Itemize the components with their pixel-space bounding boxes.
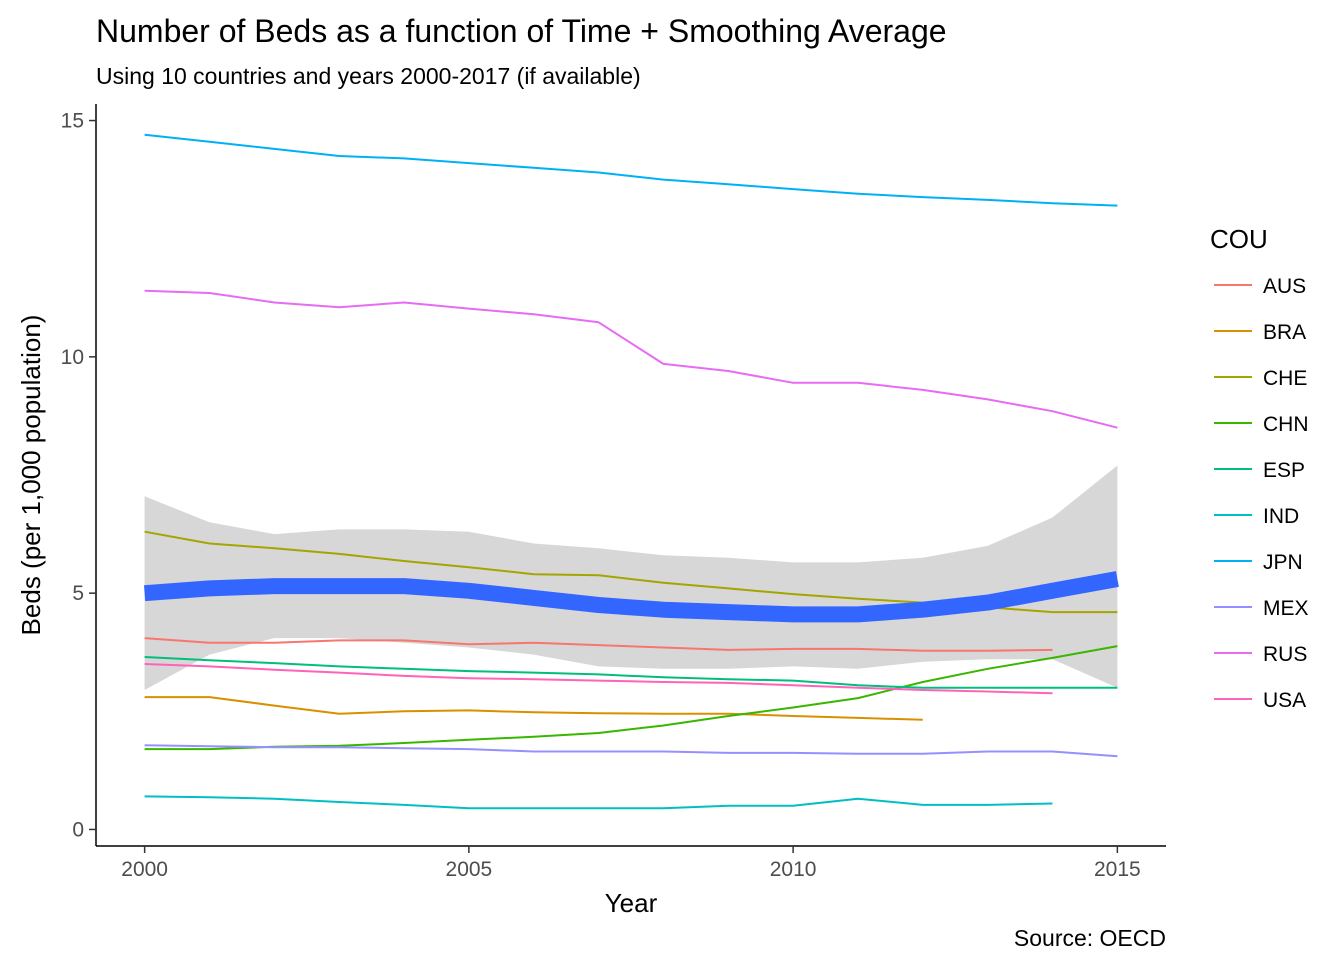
y-tick-label: 10 (61, 346, 84, 369)
legend-label: MEX (1263, 597, 1309, 620)
chart-caption: Source: OECD (1014, 925, 1166, 951)
legend-label: USA (1263, 689, 1306, 712)
legend-item-rus: RUS (1214, 643, 1307, 666)
legend-label: CHE (1263, 367, 1307, 390)
legend-item-che: CHE (1214, 367, 1307, 390)
legend-label: ESP (1263, 459, 1305, 482)
legend-label: AUS (1263, 275, 1306, 298)
x-axis-title: Year (605, 888, 658, 918)
legend-title: COU (1210, 224, 1268, 254)
series-line-usa (144, 663, 1053, 695)
series-layer (144, 133, 1118, 810)
x-tick-label: 2010 (770, 858, 817, 881)
legend-item-chn: CHN (1214, 413, 1309, 436)
legend-item-ind: IND (1214, 505, 1299, 528)
legend-item-esp: ESP (1214, 459, 1305, 482)
legend-label: CHN (1263, 413, 1309, 436)
series-line-bra (144, 696, 923, 721)
legend-items: AUS BRA CHE CHN ESP IND JPN MEX RUS USA (1214, 275, 1309, 712)
confidence-band-layer (144, 465, 1118, 690)
series-line-aus (144, 637, 1053, 652)
series-line-mex (144, 744, 1118, 758)
series-line-ind (144, 795, 1053, 810)
legend-item-usa: USA (1214, 689, 1306, 712)
x-tick-label: 2015 (1094, 858, 1141, 881)
series-line-esp (144, 656, 1118, 689)
legend-label: BRA (1263, 321, 1306, 344)
smooth-average-line (144, 571, 1119, 623)
y-tick-label: 0 (72, 818, 84, 841)
chart-title: Number of Beds as a function of Time + S… (96, 13, 947, 49)
y-tick-label: 5 (72, 582, 84, 605)
legend-label: RUS (1263, 643, 1307, 666)
y-axis-title: Beds (per 1,000 population) (16, 315, 46, 636)
y-tick-label: 15 (61, 110, 84, 133)
legend-label: JPN (1263, 551, 1303, 574)
legend: COU AUS BRA CHE CHN ESP IND JPN MEX RUS USA (1210, 224, 1309, 712)
legend-label: IND (1263, 505, 1299, 528)
legend-item-aus: AUS (1214, 275, 1306, 298)
series-line-jpn (144, 133, 1118, 207)
x-tick-label: 2005 (446, 858, 493, 881)
chart-subtitle: Using 10 countries and years 2000-2017 (… (96, 63, 641, 89)
smooth-confidence-band (144, 465, 1118, 690)
series-line-rus (144, 289, 1118, 429)
smooth-layer (144, 571, 1119, 623)
y-axis-ticks: 0 5 10 15 (61, 110, 96, 841)
x-tick-label: 2000 (121, 858, 168, 881)
x-axis-ticks: 2000 2005 2010 2015 (121, 846, 1141, 881)
legend-item-bra: BRA (1214, 321, 1306, 344)
legend-item-mex: MEX (1214, 597, 1309, 620)
legend-item-jpn: JPN (1214, 551, 1303, 574)
